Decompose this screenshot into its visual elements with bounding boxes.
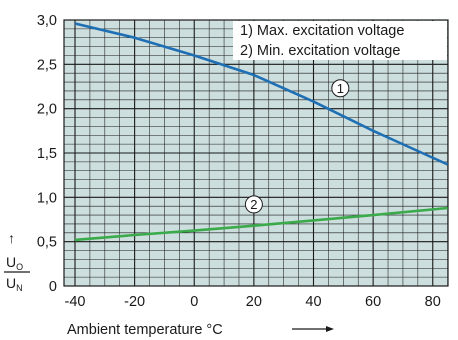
y-label-numerator: UO <box>6 254 23 272</box>
y-tick-label: 2,0 <box>37 102 57 118</box>
x-tick-label: 20 <box>246 294 262 310</box>
x-tick-label: 80 <box>425 294 441 310</box>
y-tick-label: 3,0 <box>37 13 57 29</box>
x-axis-arrow-icon <box>292 326 334 332</box>
y-label-denominator: UN <box>6 275 23 293</box>
legend-entry-max: 1) Max. excitation voltage <box>240 23 404 39</box>
callout-circle-2 <box>244 195 263 214</box>
callout-layer: 12 <box>244 79 350 214</box>
x-tick-label: 0 <box>190 294 198 310</box>
y-tick-label: 0 <box>49 279 57 295</box>
major-grid <box>63 19 449 287</box>
y-tick-label: 2,5 <box>37 57 57 73</box>
series-line-2 <box>74 206 448 242</box>
y-tick-label: 1,5 <box>37 146 57 162</box>
y-tick-labels: 0 0,5 1,0 1,5 2,0 2,5 3,0 <box>37 13 57 295</box>
y-axis-label: ↑ UO UN <box>4 230 30 293</box>
legend-box <box>233 21 447 60</box>
x-tick-label: 40 <box>305 294 321 310</box>
y-tick-label: 1,0 <box>37 190 57 206</box>
x-axis-title: Ambient temperature °C <box>67 322 223 338</box>
y-tick-label: 0,5 <box>37 235 57 251</box>
series-line-1 <box>74 22 449 166</box>
callout-label-1: 1 <box>337 81 344 96</box>
series-layer <box>74 22 449 242</box>
callout-label-2: 2 <box>250 197 257 212</box>
x-tick-label: -20 <box>124 294 145 310</box>
x-tick-label: 60 <box>365 294 381 310</box>
x-tick-labels: -40 -20 0 20 40 60 80 <box>65 294 441 310</box>
callout-circle-1 <box>331 79 350 98</box>
plot-frame <box>63 19 449 287</box>
legend-entry-min: 2) Min. excitation voltage <box>240 43 400 59</box>
y-axis-arrow-icon: ↑ <box>8 230 15 246</box>
x-tick-label: -40 <box>65 294 86 310</box>
legend: 1) Max. excitation voltage 2) Min. excit… <box>233 21 447 60</box>
